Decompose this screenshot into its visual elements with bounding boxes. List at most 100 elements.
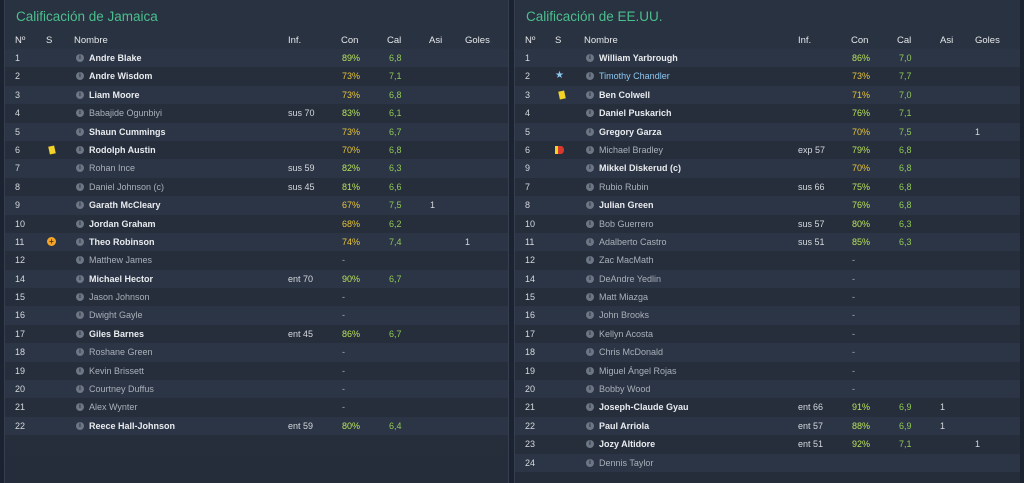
player-row[interactable]: 8 i Julian Green 76% 6,8	[515, 196, 1021, 215]
info-icon[interactable]: i	[586, 329, 594, 338]
info-icon[interactable]: i	[586, 311, 594, 320]
info-icon[interactable]: i	[76, 109, 84, 118]
player-row[interactable]: 9 i Mikkel Diskerud (c) 70% 6,8	[515, 159, 1021, 178]
player-name[interactable]: Andre Blake	[89, 53, 142, 63]
player-name[interactable]: Rodolph Austin	[89, 144, 156, 155]
header-goles[interactable]: Goles	[465, 35, 490, 46]
player-row[interactable]: 21 i Joseph-Claude Gyau ent 66 91% 6,9 1	[515, 398, 1021, 417]
header-asi[interactable]: Asi	[429, 35, 443, 46]
info-icon[interactable]: i	[586, 164, 594, 173]
info-icon[interactable]: i	[586, 109, 594, 118]
player-row[interactable]: 23 i Jozy Altidore ent 51 92% 7,1 1	[515, 435, 1021, 454]
player-row[interactable]: 7 i Rubio Rubin sus 66 75% 6,8	[515, 177, 1021, 197]
info-icon[interactable]: i	[586, 72, 594, 81]
info-icon[interactable]: i	[586, 54, 594, 62]
player-name[interactable]: Daniel Puskarich	[599, 108, 672, 119]
info-icon[interactable]: i	[76, 182, 84, 191]
player-name[interactable]: Theo Robinson	[89, 236, 155, 247]
header-inf[interactable]: Inf.	[798, 35, 812, 46]
player-name[interactable]: Gregory Garza	[599, 126, 662, 137]
player-name[interactable]: Jozy Altidore	[599, 439, 656, 450]
player-row[interactable]: 7 i Rohan Ince sus 59 82% 6,3	[5, 159, 508, 178]
info-icon[interactable]: i	[586, 366, 594, 375]
player-row[interactable]: 17 i Giles Barnes ent 45 86% 6,7	[5, 324, 508, 344]
player-row[interactable]: 19 i Kevin Brissett -	[5, 361, 508, 381]
player-name[interactable]: Liam Moore	[89, 89, 140, 100]
player-row[interactable]: 2 i Andre Wisdom 73% 7,1	[5, 67, 508, 86]
info-icon[interactable]: i	[76, 329, 84, 338]
info-icon[interactable]: i	[76, 90, 84, 99]
header-num[interactable]: Nº	[15, 35, 26, 46]
player-name[interactable]: Dennis Taylor	[599, 457, 654, 468]
player-name[interactable]: DeAndre Yedlin	[599, 273, 662, 284]
player-row[interactable]: 19 i Miguel Ángel Rojas -	[515, 361, 1021, 381]
info-icon[interactable]: i	[76, 145, 84, 154]
player-row[interactable]: 8 i Daniel Johnson (c) sus 45 81% 6,6	[5, 177, 508, 197]
player-name[interactable]: Rohan Ince	[89, 163, 136, 174]
player-row[interactable]: 11 i Adalberto Castro sus 51 85% 6,3	[515, 232, 1021, 252]
info-icon[interactable]: i	[586, 274, 594, 283]
player-row[interactable]: 20 i Courtney Duffus -	[5, 380, 508, 399]
player-row[interactable]: 2 ★ i Timothy Chandler 73% 7,7	[515, 67, 1021, 86]
player-row[interactable]: 14 i DeAndre Yedlin -	[515, 269, 1021, 289]
player-name[interactable]: Jordan Graham	[89, 218, 156, 229]
player-row[interactable]: 1 i William Yarbrough 86% 7,0	[515, 49, 1021, 68]
info-icon[interactable]: i	[586, 219, 594, 228]
player-row[interactable]: 3 i Ben Colwell 71% 7,0	[515, 85, 1021, 105]
header-con[interactable]: Con	[851, 35, 869, 46]
info-icon[interactable]: i	[586, 293, 594, 302]
info-icon[interactable]: i	[76, 54, 84, 62]
player-row[interactable]: 14 i Michael Hector ent 70 90% 6,7	[5, 269, 508, 289]
player-row[interactable]: 18 i Roshane Green -	[5, 343, 508, 362]
info-icon[interactable]: i	[586, 182, 594, 191]
player-name[interactable]: Mikkel Diskerud (c)	[599, 163, 682, 174]
info-icon[interactable]: i	[76, 237, 84, 246]
player-name[interactable]: Alex Wynter	[89, 402, 138, 413]
player-row[interactable]: 18 i Chris McDonald -	[515, 343, 1021, 362]
player-name[interactable]: Zac MacMath	[599, 255, 654, 266]
header-inf[interactable]: Inf.	[288, 35, 302, 46]
info-icon[interactable]: i	[76, 274, 84, 283]
header-goles[interactable]: Goles	[975, 35, 1000, 46]
header-name[interactable]: Nombre	[584, 35, 618, 46]
player-name[interactable]: Dwight Gayle	[89, 310, 143, 321]
info-icon[interactable]: i	[586, 385, 594, 394]
info-icon[interactable]: i	[586, 421, 594, 430]
info-icon[interactable]: i	[586, 256, 594, 265]
player-name[interactable]: Ben Colwell	[599, 89, 651, 100]
player-name[interactable]: Roshane Green	[89, 347, 153, 358]
player-row[interactable]: 4 i Babajide Ogunbiyi sus 70 83% 6,1	[5, 104, 508, 123]
info-icon[interactable]: i	[586, 145, 594, 154]
player-name[interactable]: Kellyn Acosta	[599, 328, 654, 339]
player-name[interactable]: Giles Barnes	[89, 328, 145, 339]
info-icon[interactable]: i	[76, 385, 84, 394]
player-row[interactable]: 3 i Liam Moore 73% 6,8	[5, 85, 508, 105]
header-name[interactable]: Nombre	[74, 35, 108, 46]
player-name[interactable]: Garath McCleary	[89, 200, 161, 211]
info-icon[interactable]: i	[586, 440, 594, 449]
player-name[interactable]: Chris McDonald	[599, 347, 664, 358]
player-name[interactable]: Timothy Chandler	[599, 71, 670, 82]
info-icon[interactable]: i	[76, 164, 84, 173]
player-name[interactable]: Matt Miazga	[599, 292, 649, 303]
info-icon[interactable]: i	[76, 366, 84, 375]
player-row[interactable]: 5 i Shaun Cummings 73% 6,7	[5, 122, 508, 141]
player-name[interactable]: Daniel Johnson (c)	[89, 181, 165, 192]
player-row[interactable]: 6 i Rodolph Austin 70% 6,8	[5, 140, 508, 160]
player-row[interactable]: 12 i Zac MacMath -	[515, 251, 1021, 270]
player-name[interactable]: Adalberto Castro	[599, 236, 667, 247]
player-row[interactable]: 15 i Jason Johnson -	[5, 288, 508, 307]
player-name[interactable]: Michael Bradley	[599, 144, 664, 155]
info-icon[interactable]: i	[586, 201, 594, 210]
info-icon[interactable]: i	[586, 348, 594, 357]
player-row[interactable]: 11 + i Theo Robinson 74% 7,4 1	[5, 232, 508, 252]
player-row[interactable]: 1 i Andre Blake 89% 6,8	[5, 49, 508, 68]
player-row[interactable]: 22 i Reece Hall-Johnson ent 59 80% 6,4	[5, 416, 508, 436]
header-cal[interactable]: Cal	[897, 35, 912, 46]
player-name[interactable]: Joseph-Claude Gyau	[599, 402, 689, 413]
player-name[interactable]: Rubio Rubin	[599, 181, 649, 192]
player-name[interactable]: Paul Arriola	[599, 420, 650, 431]
header-cal[interactable]: Cal	[387, 35, 402, 46]
player-name[interactable]: Miguel Ángel Rojas	[599, 365, 677, 376]
player-row[interactable]: 4 i Daniel Puskarich 76% 7,1	[515, 104, 1021, 123]
